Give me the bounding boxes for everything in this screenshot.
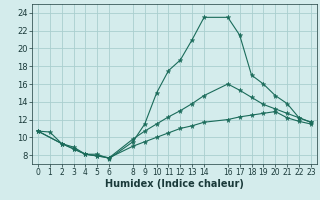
X-axis label: Humidex (Indice chaleur): Humidex (Indice chaleur) (105, 179, 244, 189)
